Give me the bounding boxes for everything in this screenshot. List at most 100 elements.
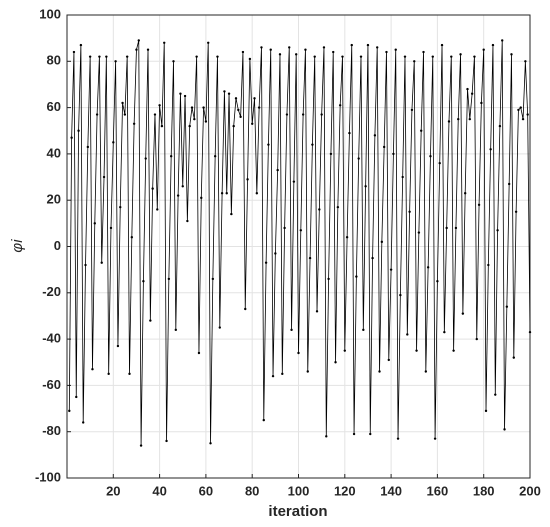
data-point xyxy=(125,55,129,58)
data-point xyxy=(315,310,319,313)
data-point xyxy=(443,330,446,334)
data-point xyxy=(285,113,289,116)
data-point xyxy=(188,124,191,128)
data-point xyxy=(436,280,439,283)
data-point xyxy=(227,92,231,95)
data-point xyxy=(440,43,444,47)
data-point xyxy=(204,120,208,123)
data-point xyxy=(79,43,83,47)
data-point xyxy=(139,444,143,447)
data-point xyxy=(82,421,85,424)
data-point xyxy=(501,39,504,42)
data-point xyxy=(230,212,233,216)
data-point xyxy=(75,395,78,399)
data-point xyxy=(156,208,159,211)
data-point xyxy=(241,50,245,54)
data-point xyxy=(246,178,249,181)
data-point xyxy=(387,358,390,362)
data-point xyxy=(480,101,483,105)
data-point xyxy=(197,351,201,355)
data-point xyxy=(132,122,136,126)
data-point xyxy=(350,43,353,47)
data-point xyxy=(514,210,518,213)
data-point xyxy=(376,46,379,49)
data-point xyxy=(244,307,247,311)
data-point xyxy=(105,55,108,58)
x-tick-label: 200 xyxy=(519,483,541,498)
data-point xyxy=(348,131,351,135)
data-point xyxy=(202,106,205,109)
data-point xyxy=(510,53,513,56)
x-axis-label: iteration xyxy=(268,503,327,520)
data-point xyxy=(195,55,198,58)
data-point xyxy=(408,210,411,213)
data-point xyxy=(364,185,367,188)
data-point xyxy=(220,192,224,195)
data-point xyxy=(123,113,127,116)
data-point xyxy=(521,117,525,121)
data-point xyxy=(334,361,337,364)
data-point xyxy=(352,432,356,436)
data-point xyxy=(519,106,522,109)
data-point xyxy=(119,205,122,209)
data-point xyxy=(371,256,374,260)
data-point xyxy=(100,261,103,264)
data-point xyxy=(248,57,252,61)
data-point xyxy=(426,266,430,269)
data-point xyxy=(505,305,509,308)
y-tick-label: 80 xyxy=(47,53,61,68)
data-point xyxy=(149,319,152,322)
data-point xyxy=(399,293,402,297)
x-tick-label: 20 xyxy=(106,483,120,498)
data-point xyxy=(366,43,370,47)
data-point xyxy=(176,194,180,197)
y-tick-label: 100 xyxy=(39,6,61,21)
data-point xyxy=(70,136,73,139)
data-point xyxy=(482,48,485,51)
data-point xyxy=(163,41,166,44)
data-point xyxy=(343,349,346,352)
x-tick-label: 120 xyxy=(334,483,356,498)
data-point xyxy=(255,192,259,195)
data-point xyxy=(146,48,150,51)
data-point xyxy=(290,328,293,332)
data-point xyxy=(276,168,279,172)
data-point xyxy=(301,113,305,116)
data-point xyxy=(410,108,414,112)
data-point xyxy=(207,41,210,44)
data-point xyxy=(223,90,226,93)
data-point xyxy=(135,48,138,51)
y-axis-label: φi xyxy=(9,239,26,253)
data-point xyxy=(109,226,113,230)
data-point xyxy=(308,256,312,260)
data-point xyxy=(262,418,265,422)
data-point xyxy=(468,117,472,121)
data-point xyxy=(144,157,147,160)
data-point xyxy=(98,55,101,58)
data-point xyxy=(450,55,453,58)
data-point xyxy=(264,261,268,264)
data-point xyxy=(278,53,282,56)
data-point xyxy=(341,55,344,58)
data-point xyxy=(494,393,497,396)
x-tick-label: 140 xyxy=(380,483,402,498)
data-point xyxy=(88,55,92,58)
x-tick-label: 40 xyxy=(152,483,166,498)
data-point xyxy=(389,268,393,271)
data-point xyxy=(158,104,161,107)
data-point xyxy=(477,203,481,207)
data-point xyxy=(292,180,296,183)
data-point xyxy=(496,229,499,232)
data-point xyxy=(461,312,465,315)
y-tick-label: -100 xyxy=(35,469,61,484)
y-tick-label: -40 xyxy=(42,331,61,346)
data-point xyxy=(454,226,458,230)
data-point xyxy=(130,236,134,239)
data-point xyxy=(234,97,238,100)
data-point xyxy=(153,113,157,116)
data-point xyxy=(528,330,532,334)
y-tick-label: -60 xyxy=(42,377,61,392)
data-point xyxy=(216,55,219,58)
data-point xyxy=(313,55,316,58)
data-point xyxy=(260,46,263,49)
